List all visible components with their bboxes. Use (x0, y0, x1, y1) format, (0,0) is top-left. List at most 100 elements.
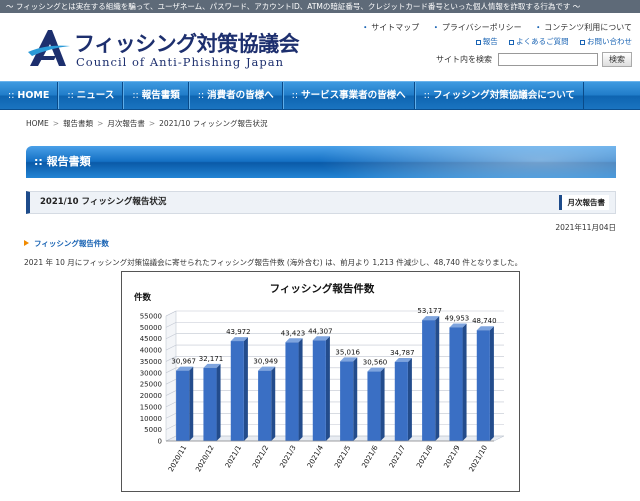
x-tick-label: 2021/1 (224, 444, 243, 469)
data-label: 43,972 (226, 328, 251, 336)
bar (422, 320, 436, 441)
site-logo[interactable]: フィッシング対策協議会 Council of Anti-Phishing Jap… (26, 26, 300, 72)
y-tick-label: 20000 (140, 392, 162, 400)
publish-date: 2021年11月04日 (555, 223, 616, 232)
grid-diagonal (165, 413, 177, 419)
bar (285, 342, 299, 441)
chevron-right-icon: > (97, 119, 104, 128)
nav-news[interactable]: :: ニュース (58, 82, 124, 109)
search-input[interactable] (498, 53, 598, 66)
chart-title: フィッシング報告件数 (270, 282, 375, 295)
grid-diagonal (165, 390, 177, 396)
bar (312, 340, 326, 441)
x-tick-label: 2020/12 (194, 444, 215, 473)
x-tick-label: 2021/4 (306, 444, 326, 470)
breadcrumb-current: 2021/10 フィッシング報告状況 (159, 119, 268, 128)
logo-text-jp: フィッシング対策協議会 (74, 32, 300, 56)
bar-top (394, 357, 412, 362)
sitemap-link[interactable]: ・サイトマップ (361, 23, 420, 32)
bar-top (285, 338, 303, 343)
grid-diagonal (165, 344, 177, 351)
y-tick-label: 50000 (140, 324, 162, 332)
utility-links: ・サイトマップ ・プライバシーポリシー ・コンテンツ利用について (351, 22, 632, 33)
x-tick-label: 2021/3 (278, 444, 297, 469)
grid-diagonal (165, 367, 177, 374)
x-tick-label: 2020/11 (167, 444, 188, 473)
breadcrumb-monthly[interactable]: 月次報告書 (107, 119, 145, 128)
bar (203, 367, 217, 441)
bar-side (489, 326, 494, 441)
bar-side (189, 366, 194, 441)
bar-top (312, 336, 330, 341)
section-heading-band: :: 報告書類 (26, 146, 616, 178)
bar-side (243, 337, 248, 441)
bullet-icon: ・ (361, 23, 370, 32)
bar (449, 327, 463, 441)
bar-chart: 0 5000 10000 15000 20000 25000 30000 35000 40000… (134, 282, 505, 473)
square-icon (475, 39, 481, 45)
bar-side (380, 367, 385, 441)
report-link[interactable]: 報告 (475, 37, 498, 46)
breadcrumb: HOME > 報告書類 > 月次報告書 >2021/10 フィッシング報告状況 (26, 118, 268, 129)
bar-side (298, 338, 303, 441)
grid-diagonal (165, 322, 177, 328)
bullet-icon: ・ (431, 23, 440, 32)
bar (258, 370, 272, 441)
bar (340, 361, 354, 441)
content-usage-link[interactable]: ・コンテンツ利用について (534, 23, 632, 32)
data-label: 49,953 (445, 314, 470, 322)
x-tick-label: 2021/7 (388, 444, 407, 469)
grid-diagonal (165, 378, 177, 385)
x-tick-label: 2021/8 (415, 444, 434, 469)
nav-consumers[interactable]: :: 消費者の皆様へ (188, 82, 283, 109)
y-tick-label: 45000 (140, 335, 162, 343)
breadcrumb-home[interactable]: HOME (26, 119, 49, 128)
search-button[interactable]: 検索 (602, 52, 632, 67)
data-label: 30,560 (363, 359, 388, 367)
article-subheading: 2021/10 フィッシング報告状況 月次報告書 (26, 191, 616, 214)
y-axis-label: 件数 (134, 292, 152, 303)
bar-top (476, 326, 494, 331)
privacy-link[interactable]: ・プライバシーポリシー (431, 23, 522, 32)
bar-top (203, 363, 221, 368)
data-label: 34,787 (390, 349, 415, 357)
x-tick-label: 2021/6 (360, 444, 380, 470)
bar (367, 371, 381, 441)
bar-side (407, 357, 412, 441)
bar-side (435, 316, 440, 441)
grid-diagonal (165, 333, 177, 339)
bar-side (216, 363, 221, 441)
heading-glow (316, 146, 616, 178)
top-banner: ～ フィッシングとは実在する組織を騙って、ユーザネーム、パスワード、アカウントI… (0, 0, 640, 13)
page-title: :: 報告書類 (34, 155, 91, 168)
breadcrumb-reports[interactable]: 報告書類 (63, 119, 94, 128)
nav-home[interactable]: :: HOME (0, 82, 59, 109)
nav-about[interactable]: :: フィッシング対策協議会について (414, 82, 585, 109)
nav-reports[interactable]: :: 報告書類 (123, 82, 189, 109)
utility-links-secondary: 報告 よくあるご質問 お問い合わせ (467, 36, 632, 47)
y-tick-label: 15000 (140, 403, 162, 411)
x-tick-label: 2021/10 (468, 444, 489, 473)
bar-side (271, 366, 276, 441)
contact-link[interactable]: お問い合わせ (580, 37, 632, 46)
bar (476, 330, 490, 441)
bar-side (325, 336, 330, 441)
faq-link[interactable]: よくあるご質問 (509, 37, 569, 46)
bar-top (230, 337, 248, 342)
category-tag[interactable]: 月次報告書 (558, 195, 609, 210)
bar-top (340, 357, 358, 362)
anti-phishing-logo-icon (28, 30, 70, 66)
site-search: サイト内を検索 検索 (436, 52, 632, 67)
search-label: サイト内を検索 (436, 55, 492, 64)
x-tick-label: 2021/5 (333, 444, 352, 469)
bar-top (176, 366, 194, 371)
bar-side (353, 357, 358, 441)
summary-paragraph: 2021 年 10 月にフィッシング対策協議会に寄せられたフィッシング報告件数 … (24, 258, 523, 267)
bullet-icon: ・ (534, 23, 543, 32)
grid-diagonal (165, 356, 177, 362)
bar (230, 341, 244, 441)
article-title: 2021/10 フィッシング報告状況 (40, 197, 167, 207)
nav-service-providers[interactable]: :: サービス事業者の皆様へ (282, 82, 415, 109)
main-nav: :: HOME :: ニュース :: 報告書類 :: 消費者の皆様へ :: サービス事業者… (0, 81, 640, 110)
data-label: 30,949 (253, 358, 278, 366)
